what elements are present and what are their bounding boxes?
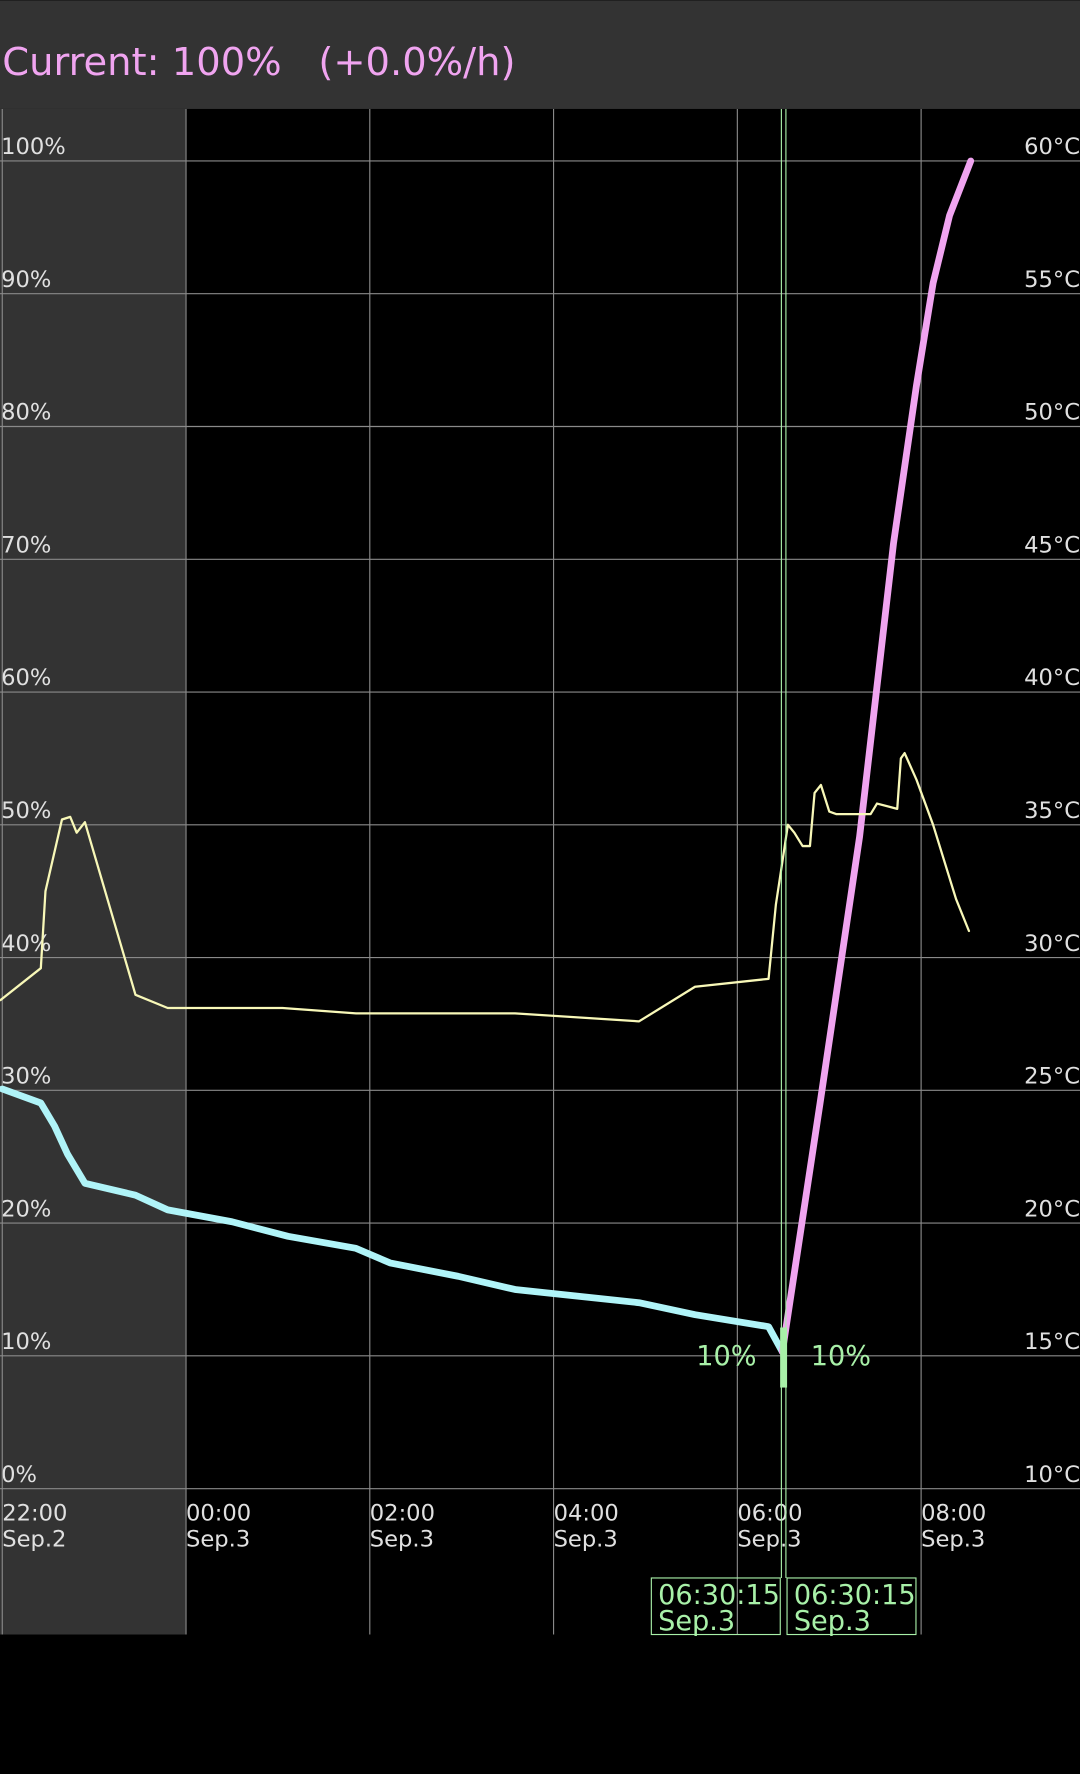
marker-value-label: 10%	[811, 1341, 871, 1372]
y2-tick-label: 30°C	[1024, 931, 1080, 957]
y-tick-label: 90%	[1, 267, 51, 293]
y-tick-label: 30%	[1, 1064, 51, 1090]
y2-tick-label: 40°C	[1024, 665, 1080, 691]
x-tick-date: Sep.3	[921, 1526, 985, 1552]
series-line	[778, 157, 975, 1356]
x-tick-label: 02:00	[370, 1500, 435, 1526]
y-tick-label: 80%	[1, 400, 51, 426]
y-tick-label: 0%	[1, 1462, 37, 1488]
x-tick-date: Sep.3	[370, 1526, 434, 1552]
x-tick-label: 00:00	[186, 1500, 251, 1526]
x-tick-label: 04:00	[554, 1500, 619, 1526]
x-tick-date: Sep.3	[186, 1526, 250, 1552]
y-tick-label: 10%	[1, 1329, 51, 1355]
marker-time-box	[650, 1577, 781, 1636]
y-tick-label: 60%	[1, 665, 51, 691]
marker-point	[780, 1327, 788, 1388]
y-tick-label: 50%	[1, 798, 51, 824]
marker-date: Sep.3	[794, 1606, 871, 1637]
y-tick-label: 70%	[1, 532, 51, 558]
header-bar	[0, 0, 1080, 109]
marker-value-label: 10%	[696, 1341, 756, 1372]
y-tick-label: 20%	[1, 1196, 51, 1222]
header-text: Current: 100% (+0.0%/h)	[2, 40, 515, 85]
x-tick-label: 06:00	[737, 1500, 802, 1526]
y2-tick-label: 15°C	[1024, 1329, 1080, 1355]
y2-tick-label: 20°C	[1024, 1196, 1080, 1222]
y2-tick-label: 60°C	[1024, 134, 1080, 160]
x-tick-label: 22:00	[2, 1500, 67, 1526]
series-line	[0, 1085, 786, 1356]
marker-time: 06:30:15	[794, 1580, 916, 1611]
y-tick-label: 100%	[1, 134, 66, 160]
marker-time: 06:30:15	[658, 1580, 780, 1611]
shaded-region	[0, 108, 186, 1635]
x-tick-label: 08:00	[921, 1500, 986, 1526]
y2-tick-label: 25°C	[1024, 1064, 1080, 1090]
y2-tick-label: 50°C	[1024, 400, 1080, 426]
y2-tick-label: 35°C	[1024, 798, 1080, 824]
series-line	[0, 751, 971, 1023]
y2-tick-label: 55°C	[1024, 267, 1080, 293]
y2-tick-label: 10°C	[1024, 1462, 1080, 1488]
marker-date: Sep.3	[658, 1606, 735, 1637]
marker-time-box	[786, 1577, 917, 1636]
x-tick-date: Sep.3	[554, 1526, 618, 1552]
x-tick-date: Sep.3	[737, 1526, 801, 1552]
y2-tick-label: 45°C	[1024, 532, 1080, 558]
x-tick-date: Sep.2	[2, 1526, 66, 1552]
